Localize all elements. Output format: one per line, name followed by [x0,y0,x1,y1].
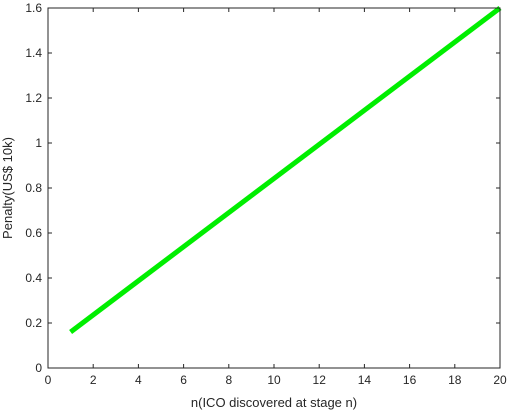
y-axis-label: Penalty(US$ 10k) [0,137,15,239]
series-layer [69,6,502,334]
y-tick-label: 0.6 [25,226,42,240]
y-tick-label: 1 [35,136,42,150]
x-ticks: 0 2 4 6 8 10 12 14 16 18 20 [45,8,507,387]
y-tick-label: 0.4 [25,271,42,285]
series-line-0 [69,6,502,334]
y-tick-label: 1.2 [25,91,42,105]
x-axis-label: n(ICO discovered at stage n) [191,395,357,410]
x-tick-label: 16 [403,373,417,387]
x-tick-label: 4 [135,373,142,387]
y-tick-label: 0.2 [25,316,42,330]
y-tick-label: 1.4 [25,46,42,60]
y-tick-label: 0.8 [25,181,42,195]
x-tick-label: 2 [90,373,97,387]
x-tick-label: 18 [448,373,462,387]
x-tick-label: 6 [180,373,187,387]
x-tick-label: 20 [493,373,507,387]
y-tick-label: 1.6 [25,1,42,15]
x-tick-label: 10 [267,373,281,387]
y-ticks: 0 0.2 0.4 0.6 0.8 1 1.2 1.4 1.6 [25,1,500,375]
x-tick-label: 8 [225,373,232,387]
y-tick-label: 0 [35,361,42,375]
plot-area [48,8,500,368]
x-tick-label: 0 [45,373,52,387]
x-tick-label: 14 [358,373,372,387]
x-tick-label: 12 [313,373,327,387]
